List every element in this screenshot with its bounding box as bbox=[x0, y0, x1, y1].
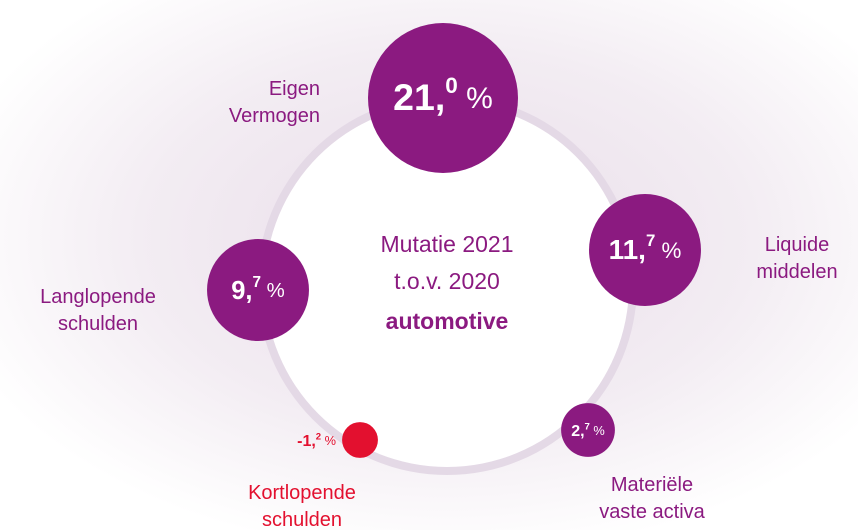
inner-disk bbox=[265, 103, 629, 467]
value-label: -1,2 % bbox=[297, 431, 336, 450]
value-label: 21,0 % bbox=[393, 73, 493, 118]
bubble bbox=[589, 194, 701, 306]
value-label: 11,7 % bbox=[609, 232, 682, 266]
value-label: 2,7 % bbox=[571, 421, 605, 440]
category-label: Eigen Vermogen bbox=[229, 78, 320, 127]
category-label: Kortlopende schulden bbox=[248, 482, 356, 530]
bubble bbox=[207, 239, 309, 341]
center-text: automotive bbox=[386, 308, 509, 334]
category-label: Liquide middelen bbox=[756, 234, 837, 283]
category-label: Materiële vaste activa bbox=[599, 474, 705, 523]
center-text: t.o.v. 2020 bbox=[394, 268, 500, 294]
bubble bbox=[561, 403, 615, 457]
bubble bbox=[342, 422, 378, 458]
center-text: Mutatie 2021 bbox=[381, 231, 514, 257]
value-label: 9,7 % bbox=[231, 274, 285, 305]
category-label: Langlopende schulden bbox=[40, 286, 156, 335]
bubble bbox=[368, 23, 518, 173]
